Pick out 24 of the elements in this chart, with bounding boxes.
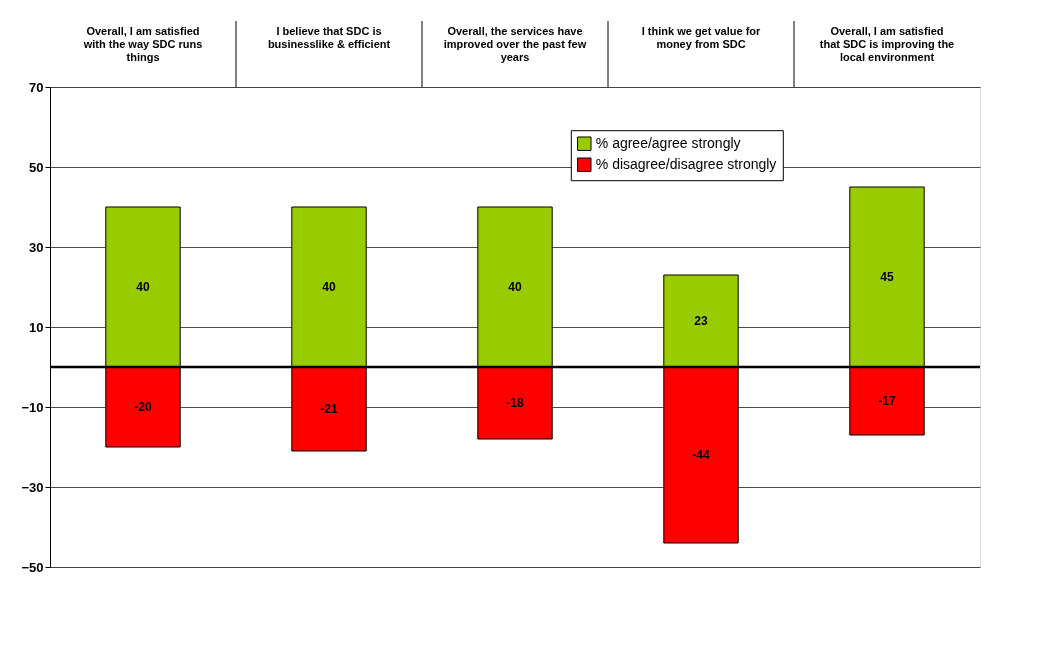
data-label: 45 [880, 270, 894, 284]
x-tick-label: Overall, I am satisfied with the way SDC runs things [82, 24, 203, 63]
x-tick-label: Overall, the services have improved over the past few years [443, 24, 587, 63]
data-label: 40 [322, 280, 336, 294]
data-label: -21 [320, 402, 338, 416]
data-label: 23 [694, 314, 708, 328]
data-label: -44 [692, 448, 710, 462]
y-tick-label: −30 [21, 479, 44, 495]
y-tick-label: 10 [29, 319, 44, 335]
legend-label: % agree/agree strongly [595, 134, 741, 151]
data-label: -17 [878, 394, 896, 408]
data-label: -18 [506, 396, 524, 410]
data-label: 40 [508, 280, 522, 294]
data-label: -20 [134, 400, 152, 414]
x-tick-label: I think we get value for money from SDC [641, 24, 762, 50]
y-tick-label: 50 [29, 159, 44, 175]
y-tick-label: −10 [21, 399, 44, 415]
x-tick-label: Overall, I am satisfied that SDC is improving the local environment [819, 24, 955, 63]
data-label: 40 [136, 280, 150, 294]
y-tick-label: −50 [21, 559, 44, 575]
legend-label: % disagree/disagree strongly [595, 155, 777, 172]
x-tick-label: I believe that SDC is businesslike & efficient [267, 24, 391, 50]
y-tick-label: 70 [29, 79, 44, 95]
y-tick-label: 30 [29, 239, 44, 255]
